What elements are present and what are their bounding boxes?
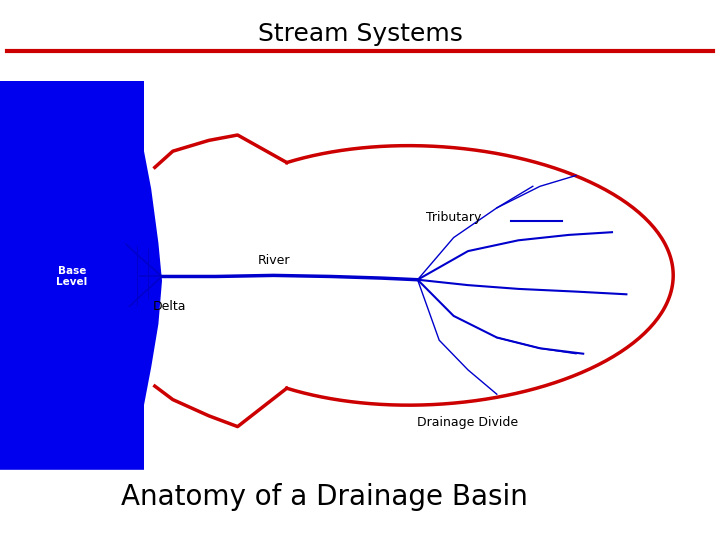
Text: Anatomy of a Drainage Basin: Anatomy of a Drainage Basin <box>120 483 528 511</box>
Text: Stream Systems: Stream Systems <box>258 22 462 45</box>
Text: Base
Level: Base Level <box>56 266 88 287</box>
Text: Delta: Delta <box>153 300 186 313</box>
Text: River: River <box>257 254 290 267</box>
Text: Tributary: Tributary <box>426 211 481 224</box>
Polygon shape <box>0 81 162 470</box>
Text: Drainage Divide: Drainage Divide <box>418 416 518 429</box>
